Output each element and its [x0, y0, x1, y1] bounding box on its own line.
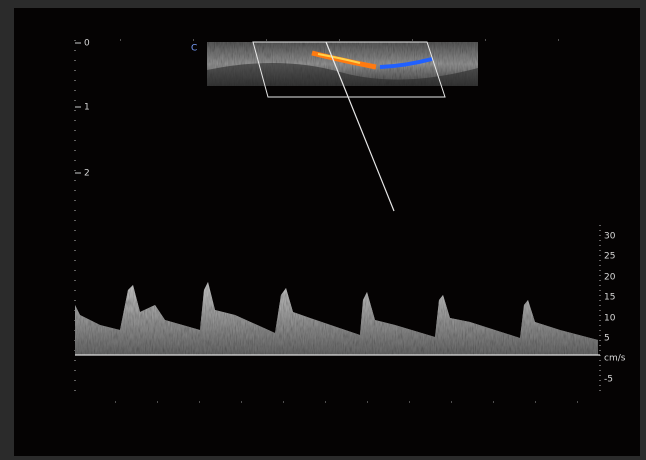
color-box-outline	[252, 41, 446, 98]
color-flow-blue	[379, 57, 433, 69]
depth-label: 2	[84, 169, 90, 179]
velocity-label: 20	[604, 273, 616, 283]
velocity-label: -5	[604, 375, 613, 385]
color-box-label: C	[191, 44, 197, 54]
velocity-label: 15	[604, 293, 615, 303]
velocity-unit: cm/s	[604, 354, 626, 364]
velocity-label: 5	[604, 334, 610, 344]
doppler-spectrum	[75, 282, 598, 355]
velocity-label: 10	[604, 314, 616, 324]
tissue-shadow	[207, 62, 478, 86]
sample-line	[325, 41, 395, 212]
velocity-label: 30	[604, 232, 616, 242]
velocity-label: 25	[604, 252, 615, 262]
color-flow-yellow	[317, 53, 361, 64]
color-flow-red	[311, 50, 377, 70]
depth-label: 1	[84, 103, 90, 113]
depth-label: 0	[84, 39, 90, 49]
